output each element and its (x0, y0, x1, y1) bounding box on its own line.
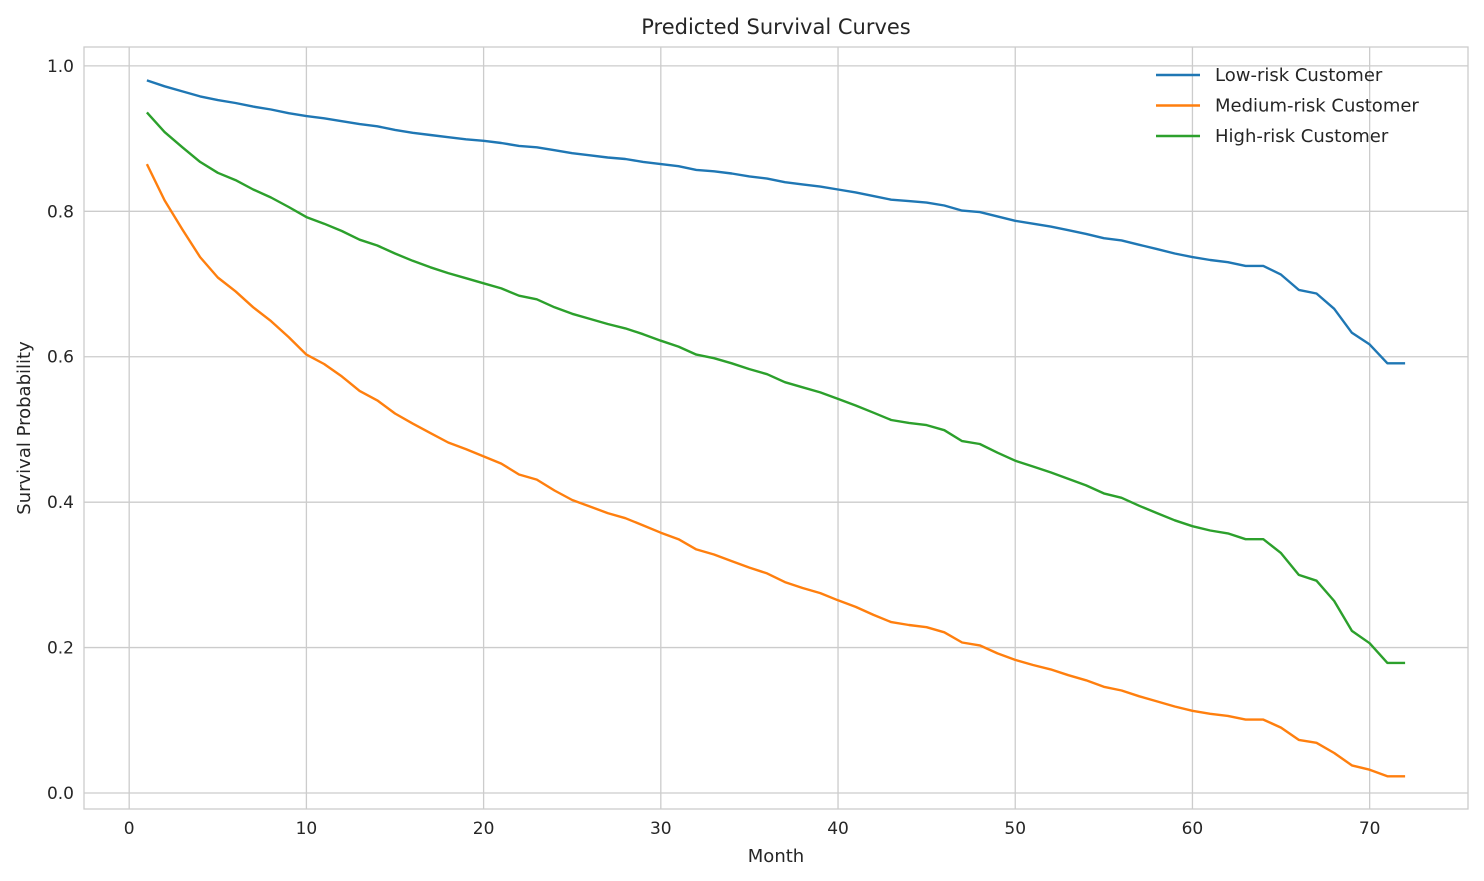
legend: Low-risk Customer Medium-risk Customer Hig… (1156, 65, 1419, 147)
series-line-1 (145, 163, 1406, 778)
y-axis: 0.0 0.2 0.4 0.6 0.8 1.0 (47, 57, 74, 804)
series-line-0 (146, 79, 1406, 365)
x-tick-label: 0 (124, 819, 135, 839)
chart-title: Predicted Survival Curves (641, 15, 911, 39)
y-tick-label: 0.4 (47, 493, 74, 513)
series-lines (145, 79, 1406, 778)
y-tick-label: 0.6 (47, 348, 74, 368)
x-axis: 0 10 20 30 40 50 60 70 (124, 819, 1381, 839)
x-tick-label: 60 (1182, 819, 1204, 839)
y-tick-label: 1.0 (47, 57, 74, 77)
x-tick-label: 70 (1359, 819, 1381, 839)
x-tick-label: 20 (473, 819, 495, 839)
x-axis-label: Month (748, 846, 804, 867)
x-tick-label: 40 (827, 819, 849, 839)
legend-label: Medium-risk Customer (1215, 96, 1419, 117)
y-axis-label: Survival Probability (14, 341, 35, 515)
y-tick-label: 0.2 (47, 639, 74, 659)
grid (84, 47, 1468, 809)
series-line-2 (146, 111, 1406, 665)
legend-label: Low-risk Customer (1215, 65, 1383, 86)
y-tick-label: 0.0 (47, 784, 74, 804)
plot-frame (83, 46, 1469, 810)
y-tick-label: 0.8 (47, 202, 74, 222)
legend-label: High-risk Customer (1215, 126, 1389, 147)
x-tick-label: 50 (1004, 819, 1026, 839)
x-tick-label: 30 (650, 819, 672, 839)
x-tick-label: 10 (296, 819, 318, 839)
